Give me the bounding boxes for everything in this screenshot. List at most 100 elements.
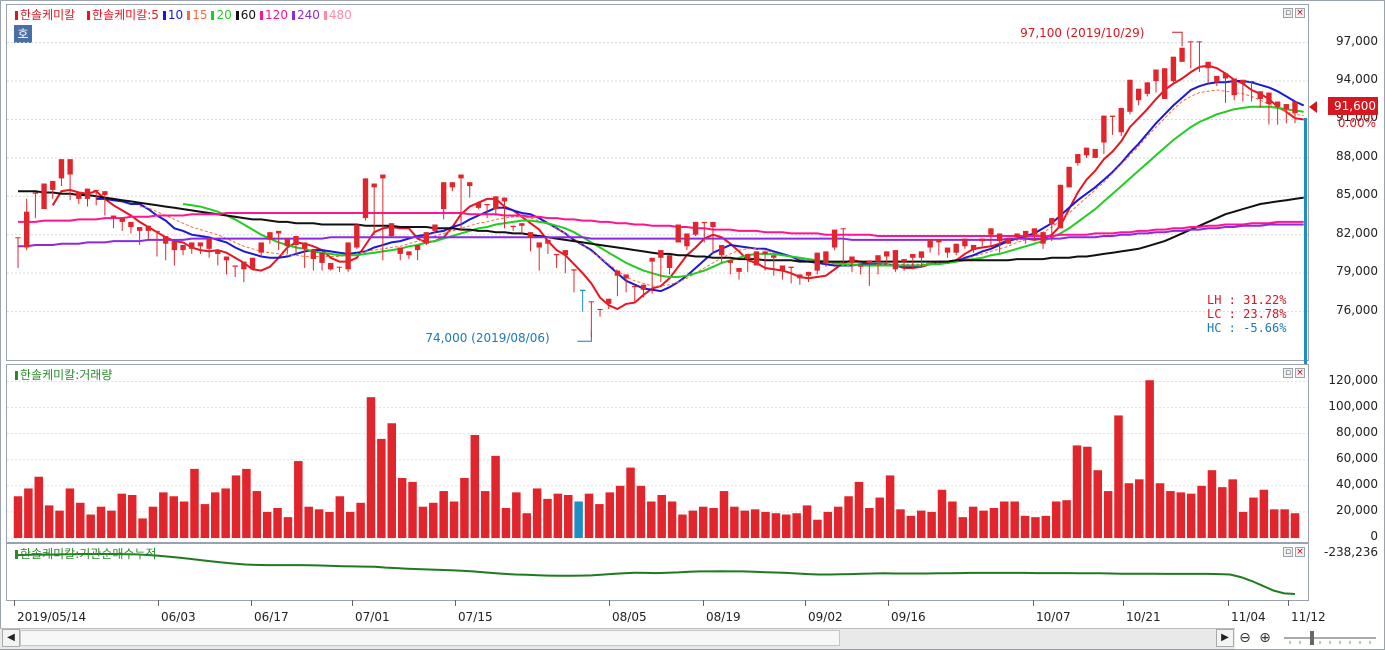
candle-body (588, 301, 595, 303)
close-icon[interactable]: × (1295, 368, 1305, 378)
scroll-thumb[interactable] (20, 630, 840, 646)
candle-body (1101, 115, 1107, 143)
candle-body (675, 224, 681, 243)
legend-marker (211, 11, 215, 20)
candle-body (249, 257, 256, 270)
candle-body (745, 253, 751, 260)
candle-body (571, 269, 577, 271)
volume-bar (595, 504, 604, 538)
candle-body (189, 242, 195, 249)
volume-bar (709, 508, 718, 538)
volume-legend-label: 한솔케미칼:거래량 (20, 368, 113, 382)
stat-hc: HC : -5.66% (1207, 321, 1287, 335)
candle-body (171, 241, 178, 251)
candle-body (293, 236, 299, 245)
candle-body (388, 223, 395, 237)
hoga-button[interactable]: 호 (14, 25, 32, 43)
close-icon[interactable]: × (1295, 547, 1305, 557)
price-tick: 94,000 (1336, 72, 1378, 87)
candle-body (449, 182, 456, 188)
institution-last-value: -238,236 (1324, 545, 1378, 559)
candle-body (884, 251, 890, 257)
volume-bar (698, 506, 708, 538)
volume-tick: 120,000 (1328, 372, 1378, 387)
date-tick: 08/05 (612, 610, 647, 624)
volume-bar (460, 478, 469, 538)
date-tick-mark (14, 600, 15, 606)
date-tick: 06/03 (161, 610, 196, 624)
volume-bar (1290, 513, 1300, 538)
volume-bar (470, 434, 480, 538)
volume-bar (1186, 493, 1196, 538)
volume-bar (13, 496, 23, 538)
legend-marker (235, 11, 239, 20)
candle-body (527, 232, 534, 238)
candle-body (1240, 79, 1246, 84)
legend-ma-15: 15 (187, 8, 207, 22)
scroll-right-button[interactable]: ▶ (1216, 629, 1234, 647)
candle-body (510, 225, 516, 228)
candle-body (962, 238, 968, 247)
volume-bar (802, 505, 812, 538)
volume-bar (833, 506, 843, 538)
candle-body (866, 260, 873, 263)
volume-bar (24, 488, 33, 538)
candle-body (1066, 166, 1072, 188)
volume-bar (1145, 380, 1154, 538)
candle-body (1292, 101, 1298, 114)
candle-body (128, 221, 134, 228)
zoom-out-icon[interactable]: ⊖ (1239, 630, 1251, 646)
candle-body (93, 189, 99, 191)
high-annotation: 97,100 (2019/10/29) (1020, 26, 1145, 41)
candle-body (666, 255, 673, 269)
volume-bar (1280, 509, 1289, 538)
candle-body (354, 224, 360, 248)
price-plot (7, 31, 1308, 342)
candle-body (632, 285, 638, 288)
maximize-icon[interactable]: ▫ (1283, 8, 1293, 18)
volume-bar (1259, 489, 1269, 538)
legend-ma-480: 480 (323, 8, 352, 22)
legend-ma-120: 120 (260, 8, 288, 22)
volume-bar (512, 492, 521, 538)
legend-ma-60: 60 (235, 8, 256, 22)
candle-body (475, 202, 482, 208)
institution-line (17, 553, 1296, 595)
candle-body (1283, 104, 1290, 110)
candle-body (1075, 154, 1081, 164)
volume-bar (948, 501, 957, 538)
candle-body (927, 239, 933, 248)
volume-bar (262, 511, 272, 538)
volume-bar (636, 485, 646, 538)
candle-body (467, 182, 473, 187)
candle-body (910, 253, 916, 258)
volume-bar (667, 501, 677, 538)
maximize-icon[interactable]: ▫ (1283, 368, 1293, 378)
ma-line-5 (51, 64, 1304, 311)
close-icon[interactable]: × (1295, 8, 1305, 18)
institution-plot (17, 553, 1296, 595)
candle-body (145, 225, 151, 231)
candle-body (545, 239, 551, 244)
candle-body (840, 228, 846, 230)
candle-body (727, 260, 734, 263)
volume-bar (491, 455, 500, 538)
zoom-in-icon[interactable]: ⊕ (1259, 630, 1271, 646)
candle-body (849, 256, 855, 263)
volume-bar (480, 491, 490, 538)
date-tick: 11/12 (1291, 610, 1326, 624)
current-price-bar (1304, 118, 1307, 543)
price-tick: 82,000 (1336, 225, 1378, 240)
candle-body (640, 284, 647, 290)
zoom-slider[interactable] (1280, 629, 1380, 647)
candle-body (805, 271, 812, 276)
maximize-icon[interactable]: ▫ (1283, 547, 1293, 557)
volume-bar (449, 501, 459, 538)
volume-tick: 0 (1370, 529, 1378, 543)
date-tick-mark (158, 600, 159, 606)
volume-bar (1197, 485, 1206, 538)
scroll-left-button[interactable]: ◀ (2, 629, 20, 647)
candle-body (23, 211, 30, 248)
legend-marker (87, 11, 91, 20)
candle-body (988, 228, 994, 235)
